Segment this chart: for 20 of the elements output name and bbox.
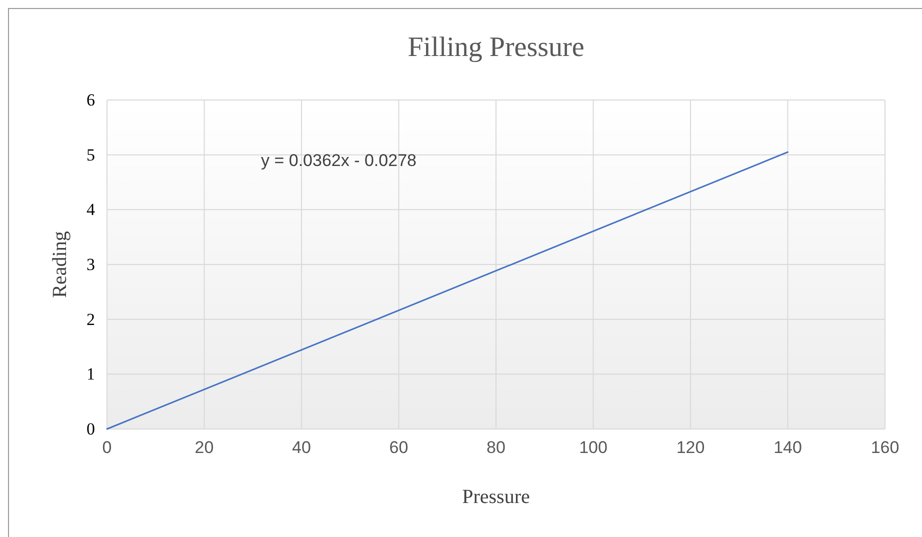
x-tick-label: 120 (676, 438, 705, 458)
x-tick-label: 160 (870, 438, 900, 458)
x-tick-label: 80 (486, 438, 506, 458)
x-tick-label: 100 (579, 438, 608, 458)
y-tick-label: 1 (86, 364, 95, 384)
y-tick-label: 4 (86, 200, 96, 220)
y-tick-label: 2 (86, 310, 95, 329)
y-tick-label: 0 (86, 419, 95, 438)
x-axis-title: Pressure (462, 486, 530, 508)
y-tick-label: 3 (86, 254, 95, 274)
y-axis-title: Reading (49, 231, 71, 298)
chart-title: Filling Pressure (408, 32, 584, 63)
x-tick-label: 60 (389, 438, 408, 458)
y-tick-label: 6 (86, 90, 95, 110)
x-tick-label: 140 (774, 438, 802, 458)
x-tick-label: 40 (292, 438, 311, 458)
y-tick-label: 5 (86, 145, 95, 164)
x-tick-label: 0 (102, 438, 112, 458)
annotation: y = 0.0362x - 0.0278 (261, 151, 416, 170)
x-tick-label: 20 (194, 438, 214, 458)
